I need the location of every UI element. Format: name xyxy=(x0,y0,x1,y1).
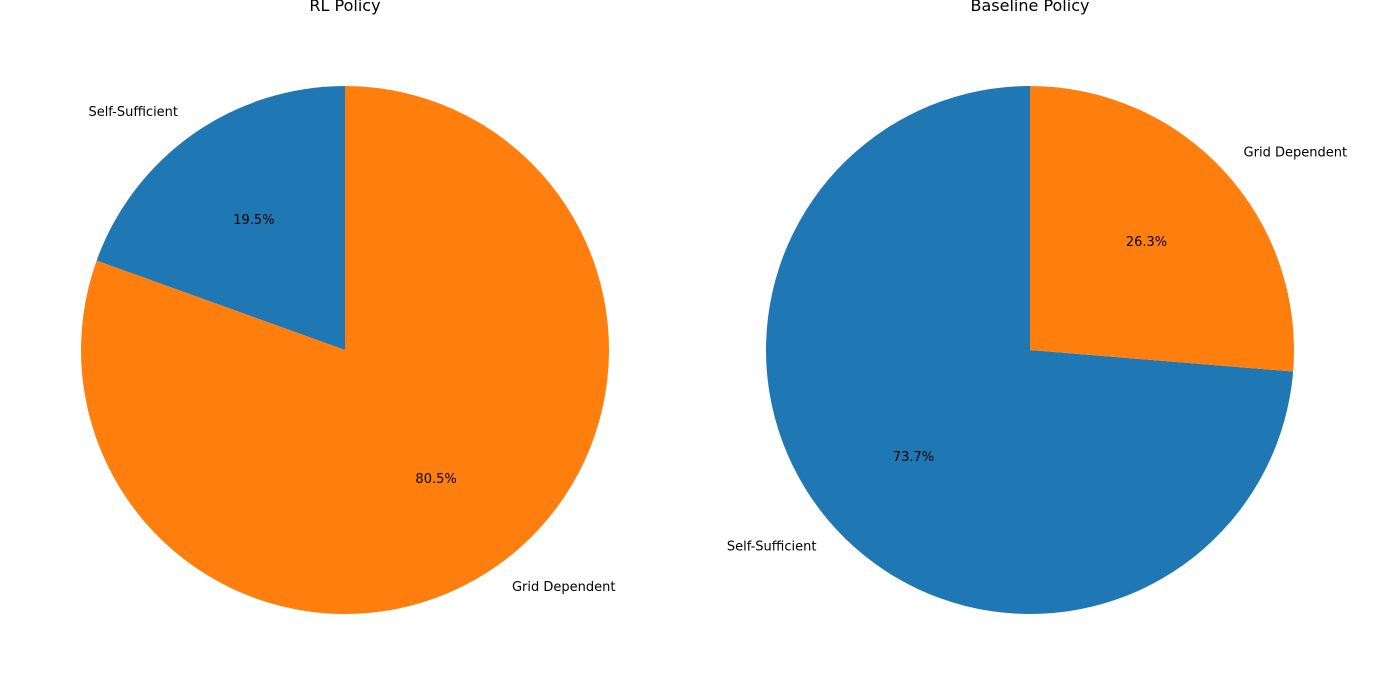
pie-percent-label: 19.5% xyxy=(233,213,274,228)
pie-slice-label: Self-Sufficient xyxy=(727,539,817,554)
pie-slice-grid-dependent xyxy=(81,86,610,615)
pie-slice-self-sufficient xyxy=(96,86,345,350)
pie-percent-label: 73.7% xyxy=(893,450,934,465)
pie-slice-label: Grid Dependent xyxy=(1244,146,1348,161)
chart-title: RL Policy xyxy=(309,0,380,15)
pie-slice-label: Self-Sufficient xyxy=(88,105,178,120)
chart-title: Baseline Policy xyxy=(971,0,1090,15)
pie-slice-self-sufficient xyxy=(766,86,1294,614)
pie-chart-baseline-policy: 73.7% Self-Sufficient 26.3% Grid Dependent B… xyxy=(727,0,1347,614)
pie-percent-label: 80.5% xyxy=(415,472,456,487)
pie-percent-label: 26.3% xyxy=(1126,235,1167,250)
pie-chart-rl-policy: 19.5% Self-Sufficient 80.5% Grid Dependent R… xyxy=(81,0,615,615)
pie-slice-grid-dependent xyxy=(1030,86,1295,372)
pie-slice-label: Grid Dependent xyxy=(512,580,615,595)
